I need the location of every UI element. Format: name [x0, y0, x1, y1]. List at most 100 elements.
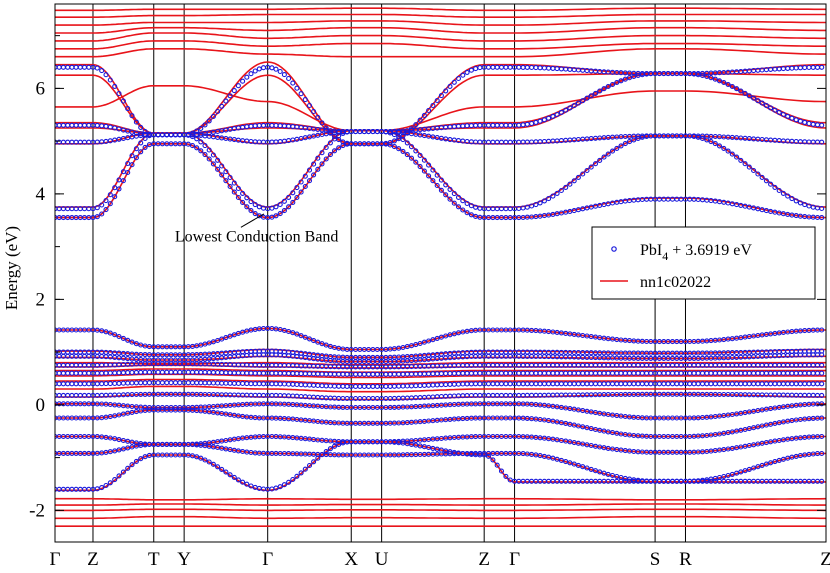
band-point	[734, 370, 740, 376]
band-point	[550, 193, 556, 199]
band-point	[451, 200, 457, 206]
band-point	[755, 171, 761, 177]
band-point	[248, 381, 254, 387]
band-point	[202, 122, 208, 128]
band-point	[819, 415, 825, 421]
band-point	[107, 381, 113, 387]
band-point	[734, 381, 740, 387]
band-point	[370, 383, 376, 389]
band-point	[772, 381, 778, 387]
band-point	[721, 79, 727, 86]
band-point	[614, 370, 620, 376]
band-point	[814, 122, 821, 128]
band-point	[575, 174, 581, 180]
band-point	[426, 162, 432, 168]
band-point	[323, 342, 329, 348]
band-point	[742, 468, 748, 474]
band-point	[541, 117, 547, 123]
band-point	[210, 113, 216, 119]
band-point	[336, 145, 342, 151]
band-point	[138, 140, 144, 146]
band-point	[65, 64, 71, 70]
band-point	[277, 201, 283, 208]
band-line-34	[55, 7, 826, 12]
band-point	[656, 381, 662, 387]
band-point	[622, 370, 628, 376]
band-point	[120, 98, 126, 104]
band-point	[819, 362, 825, 368]
band-point	[819, 401, 825, 407]
band-point	[290, 381, 296, 387]
band-point	[294, 85, 300, 91]
y-axis-label: Energy (eV)	[2, 226, 21, 310]
band-point	[116, 473, 122, 479]
band-point	[729, 151, 735, 157]
band-point	[306, 382, 313, 388]
band-point	[198, 380, 204, 386]
band-point	[69, 64, 75, 70]
band-point	[273, 485, 279, 491]
band-point	[227, 93, 233, 99]
band-point	[256, 66, 262, 72]
band-point	[210, 161, 216, 167]
band-point	[302, 466, 308, 472]
band-point	[772, 459, 778, 465]
band-point	[746, 164, 752, 170]
band-point	[73, 381, 79, 387]
band-point	[311, 338, 317, 344]
band-point	[306, 167, 313, 173]
band-point	[340, 139, 346, 145]
band-point	[302, 382, 308, 388]
band-point	[541, 198, 547, 204]
band-point	[434, 382, 440, 388]
band-point	[129, 153, 135, 159]
band-line-30	[55, 32, 826, 42]
band-point	[443, 370, 449, 377]
band-point	[455, 204, 462, 210]
band-point	[235, 370, 241, 376]
plot-frame	[54, 3, 827, 543]
band-point	[315, 339, 321, 345]
band-point	[103, 207, 109, 213]
band-point	[550, 381, 556, 387]
band-point	[797, 200, 803, 206]
band-point	[194, 145, 200, 151]
band-point	[286, 194, 292, 200]
band-point	[129, 162, 135, 168]
band-point	[434, 371, 440, 377]
band-point	[277, 370, 283, 376]
band-point	[323, 125, 329, 131]
band-point	[306, 371, 313, 377]
band-point	[103, 198, 109, 204]
band-line-16	[55, 515, 826, 520]
band-point	[315, 371, 321, 377]
band-point	[273, 213, 279, 219]
band-point	[802, 202, 808, 208]
band-point	[661, 370, 667, 376]
band-point	[146, 380, 152, 386]
band-point	[567, 105, 573, 111]
band-point	[626, 370, 633, 376]
band-point	[417, 152, 423, 158]
band-point	[311, 172, 317, 178]
band-point	[563, 370, 569, 376]
band-point	[541, 65, 547, 71]
band-point	[133, 119, 139, 125]
band-point	[120, 380, 126, 386]
band-point	[400, 383, 406, 389]
band-point	[252, 370, 258, 376]
band-point	[256, 370, 262, 376]
band-point	[755, 370, 761, 376]
band-point	[94, 370, 100, 376]
band-point	[793, 370, 799, 376]
band-point	[734, 86, 740, 92]
band-point	[240, 479, 246, 485]
band-dots-2	[55, 433, 825, 455]
band-point	[361, 383, 367, 389]
band-point	[524, 204, 530, 210]
band-point	[746, 466, 752, 472]
band-point	[687, 370, 693, 376]
band-point	[116, 447, 122, 453]
band-point	[294, 331, 300, 337]
band-point	[810, 370, 816, 376]
